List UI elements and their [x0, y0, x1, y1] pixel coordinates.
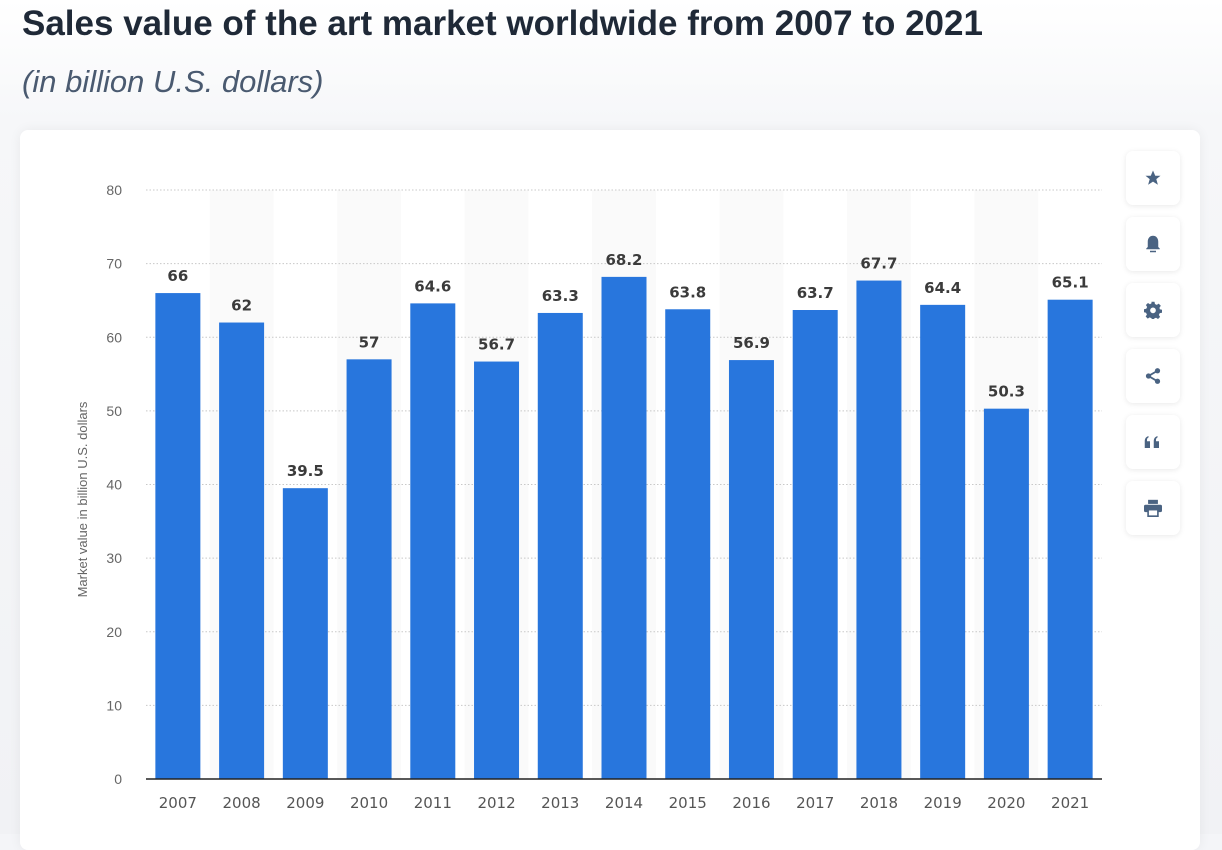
bar [219, 322, 265, 779]
y-tick-label: 10 [106, 697, 122, 713]
x-tick-label: 2008 [223, 794, 261, 812]
y-tick-label: 30 [106, 550, 122, 566]
x-tick-label: 2010 [350, 794, 388, 812]
share-button[interactable] [1126, 349, 1180, 403]
bar [728, 360, 774, 779]
y-tick-label: 40 [106, 477, 122, 493]
bar [665, 309, 711, 779]
bar [601, 276, 647, 779]
data-label: 39.5 [287, 462, 324, 480]
data-label: 63.7 [797, 284, 834, 302]
bar [346, 359, 392, 779]
data-label: 56.9 [733, 334, 770, 352]
x-tick-label: 2013 [541, 794, 579, 812]
x-tick-label: 2014 [605, 794, 643, 812]
data-label: 57 [359, 333, 380, 351]
y-tick-label: 80 [106, 182, 122, 198]
data-label: 62 [231, 297, 252, 315]
bar [537, 312, 583, 779]
y-axis-label: Market value in billion U.S. dollars [75, 401, 90, 597]
x-tick-label: 2012 [477, 794, 515, 812]
gear-icon [1144, 301, 1162, 319]
bar [155, 293, 201, 779]
y-tick-label: 0 [114, 771, 122, 787]
print-icon [1144, 499, 1162, 517]
x-tick-label: 2011 [414, 794, 452, 812]
bell-icon [1146, 235, 1160, 253]
bar [856, 280, 902, 779]
bar [474, 361, 520, 779]
quote-icon [1144, 436, 1159, 448]
page-subtitle: (in billion U.S. dollars) [22, 64, 324, 99]
settings-button[interactable] [1126, 283, 1180, 337]
bar [410, 303, 456, 779]
bar [920, 304, 966, 779]
page-title: Sales value of the art market worldwide … [22, 4, 983, 43]
x-tick-label: 2016 [732, 794, 770, 812]
data-label: 63.8 [669, 283, 706, 301]
x-tick-label: 2019 [924, 794, 962, 812]
x-tick-label: 2017 [796, 794, 834, 812]
data-label: 65.1 [1052, 274, 1089, 292]
x-tick-label: 2020 [987, 794, 1025, 812]
data-label: 50.3 [988, 383, 1025, 401]
print-button[interactable] [1126, 481, 1180, 535]
x-tick-label: 2015 [669, 794, 707, 812]
share-icon [1145, 368, 1161, 384]
cite-button[interactable] [1126, 415, 1180, 469]
data-label: 64.6 [414, 277, 451, 295]
data-label: 66 [167, 267, 188, 285]
y-tick-label: 50 [106, 403, 122, 419]
data-label: 64.4 [924, 279, 961, 297]
x-tick-label: 2021 [1051, 794, 1089, 812]
x-tick-label: 2009 [286, 794, 324, 812]
data-label: 63.3 [542, 287, 579, 305]
bar [983, 408, 1029, 779]
bar [792, 310, 838, 779]
x-tick-label: 2007 [159, 794, 197, 812]
data-label: 68.2 [605, 251, 642, 269]
y-tick-label: 70 [106, 256, 122, 272]
chart-toolbar [1126, 151, 1180, 547]
data-label: 67.7 [860, 255, 897, 273]
star-icon [1145, 170, 1161, 185]
x-tick-label: 2018 [860, 794, 898, 812]
favorite-button[interactable] [1126, 151, 1180, 205]
y-tick-label: 60 [106, 329, 122, 345]
bar [282, 488, 328, 779]
notification-button[interactable] [1126, 217, 1180, 271]
bar [1047, 299, 1093, 779]
y-tick-label: 20 [106, 624, 122, 640]
data-label: 56.7 [478, 336, 515, 354]
